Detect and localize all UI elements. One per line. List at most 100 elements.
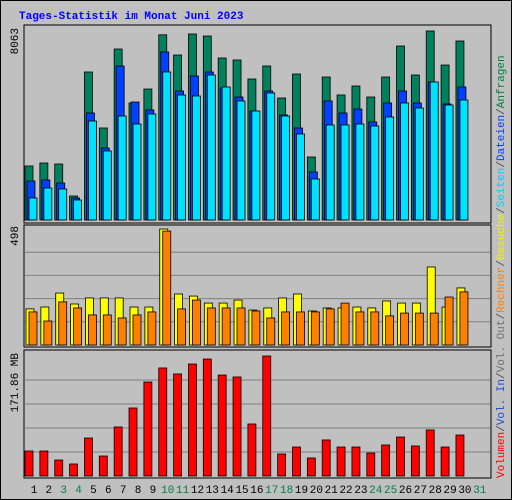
x-tick-label: 12 — [191, 485, 204, 497]
bar — [281, 311, 291, 346]
x-tick-label: 23 — [354, 485, 367, 497]
panel-volume — [23, 349, 492, 479]
bar — [132, 123, 142, 221]
bar — [325, 124, 335, 221]
bar — [102, 314, 112, 346]
bar — [88, 120, 97, 221]
x-tick-label: 16 — [250, 485, 263, 497]
bar — [117, 317, 127, 346]
bar — [385, 315, 395, 346]
bar — [98, 455, 108, 477]
bar — [128, 407, 138, 477]
x-tick-label: 13 — [206, 485, 219, 497]
bar — [381, 444, 391, 477]
legend-separator: / — [496, 161, 508, 168]
bar — [355, 123, 365, 221]
bar — [262, 355, 272, 477]
x-tick-label: 25 — [384, 485, 397, 497]
x-tick-label: 14 — [221, 485, 235, 497]
bar — [132, 314, 142, 346]
x-tick-label: 7 — [120, 485, 127, 497]
x-tick-label: 11 — [176, 485, 190, 497]
bar — [292, 446, 301, 477]
bar — [310, 311, 320, 346]
x-tick-label: 31 — [473, 485, 487, 497]
bar — [351, 446, 361, 477]
bar — [296, 133, 305, 221]
x-tick-label: 27 — [414, 485, 427, 497]
x-tick-label: 4 — [75, 485, 82, 497]
bar — [84, 437, 93, 477]
x-tick-label: 28 — [429, 485, 442, 497]
bar — [192, 299, 201, 346]
bar — [39, 450, 49, 477]
x-tick-label: 30 — [458, 485, 471, 497]
x-tick-label: 5 — [90, 485, 97, 497]
bar — [370, 311, 380, 346]
bar — [296, 311, 305, 346]
legend-entry: Anfragen — [496, 55, 508, 108]
bar — [147, 113, 157, 221]
bar — [325, 308, 335, 346]
y-tick-label: 171.86 MB — [10, 353, 22, 413]
bar — [429, 312, 439, 346]
bar — [455, 434, 465, 477]
bar — [43, 320, 53, 346]
bar — [202, 358, 212, 477]
bar — [247, 423, 257, 477]
bar — [459, 291, 469, 346]
bar — [277, 453, 287, 477]
legend-entry: Rechner — [496, 267, 508, 313]
bar — [340, 124, 350, 221]
bar — [444, 104, 454, 221]
x-tick-label: 18 — [280, 485, 293, 497]
legend-entry: Dateien — [496, 115, 508, 161]
bar — [410, 445, 420, 477]
bar — [336, 446, 346, 477]
legend-separator: / — [496, 372, 508, 379]
bar — [147, 311, 157, 346]
bar — [396, 436, 405, 477]
bar — [188, 363, 197, 477]
bar — [43, 187, 53, 221]
legend-separator: / — [496, 207, 508, 214]
bar — [414, 312, 424, 346]
bar — [113, 426, 123, 477]
x-tick-label: 20 — [310, 485, 323, 497]
bar — [385, 116, 395, 221]
bar — [102, 150, 112, 221]
bar — [236, 307, 246, 346]
bar — [73, 199, 82, 221]
bar — [444, 296, 454, 346]
x-tick-label: 3 — [60, 485, 67, 497]
bar — [306, 457, 316, 477]
bar — [400, 312, 409, 346]
bar — [340, 302, 350, 346]
bar — [321, 439, 331, 477]
bar — [366, 452, 376, 477]
x-tick-label: 19 — [295, 485, 308, 497]
bar — [266, 317, 276, 346]
bar — [310, 178, 320, 221]
bar — [251, 110, 261, 221]
x-tick-label: 1 — [31, 485, 38, 497]
x-tick-label: 17 — [265, 485, 278, 497]
bar — [177, 94, 187, 221]
bar — [370, 125, 380, 221]
bar — [158, 367, 168, 477]
y-tick-label: 8063 — [10, 28, 22, 54]
bar — [232, 376, 242, 477]
bar — [281, 115, 291, 221]
x-tick-label: 9 — [150, 485, 157, 497]
x-tick-label: 2 — [46, 485, 53, 497]
x-tick-label: 6 — [105, 485, 112, 497]
legend-entry: Seiten — [496, 168, 508, 208]
bar — [221, 86, 231, 221]
legend-separator: / — [496, 260, 508, 267]
bar — [355, 311, 365, 346]
bar — [162, 230, 172, 346]
x-tick-label: 29 — [443, 485, 456, 497]
bar — [414, 107, 424, 221]
bar — [117, 115, 127, 221]
